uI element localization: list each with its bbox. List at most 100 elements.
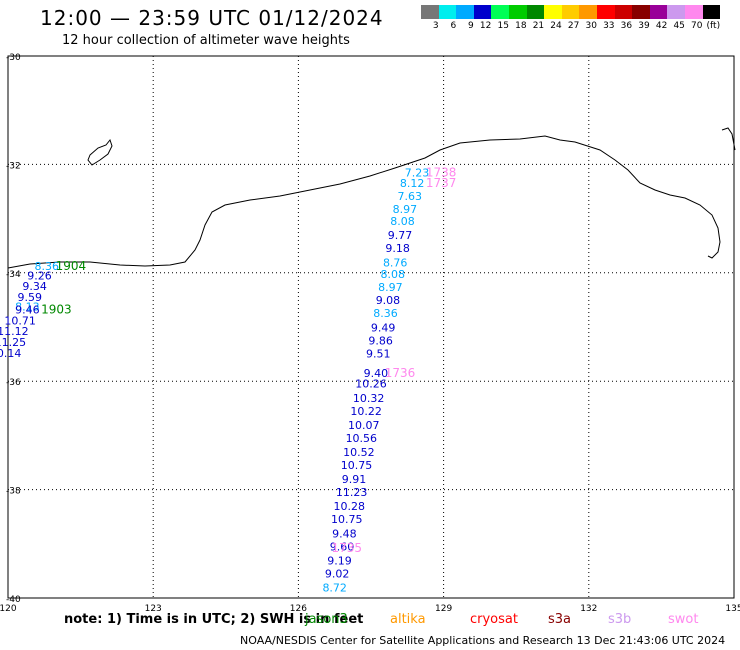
wave-height-value: 8.97 <box>378 281 403 294</box>
wave-height-value: 8.36 <box>373 307 398 320</box>
wave-height-value: 9.34 <box>22 280 47 293</box>
track-time-label: 1738 <box>426 165 457 179</box>
legend-swatch <box>473 5 492 19</box>
wave-height-value: 10.22 <box>350 405 382 418</box>
wave-height-value: 8.12 <box>400 177 425 190</box>
legend-label: 6 <box>450 21 457 31</box>
wave-height-value: 9.26 <box>27 269 52 282</box>
wave-height-value: 9.46 <box>15 303 40 316</box>
wave-height-value: 10.26 <box>355 378 387 391</box>
wave-height-value: 11.12 <box>0 325 29 338</box>
wave-height-value: 9.49 <box>371 321 396 334</box>
satellite-name: altika <box>390 612 426 627</box>
track-time-label: 1903 <box>41 302 72 316</box>
legend-swatch <box>438 5 457 19</box>
wave-height-value: 8.08 <box>390 215 415 228</box>
lat-tick-label: -40 <box>6 595 21 605</box>
lon-tick-label: 120 <box>0 604 17 614</box>
legend-label: 70 <box>691 21 703 31</box>
wave-height-points: 8.369.269.349.598.139.4610.7111.1211.251… <box>0 166 429 594</box>
satellite-name: cryosat <box>470 612 518 627</box>
track-time-label: 1737 <box>426 176 457 190</box>
legend-swatch <box>491 5 509 19</box>
wave-height-value: 8.72 <box>322 581 347 594</box>
map-frame <box>7 55 735 599</box>
legend-swatch <box>421 5 439 19</box>
legend-swatch <box>614 5 633 19</box>
wave-height-value: 11.23 <box>336 486 368 499</box>
legend-label: 12 <box>479 21 492 31</box>
satellite-name: swot <box>668 612 699 627</box>
footer-credit: NOAA/NESDIS Center for Satellite Applica… <box>240 634 726 647</box>
wave-height-value: 10.75 <box>331 513 363 526</box>
lon-tick-label: 123 <box>145 604 162 614</box>
legend-label: 24 <box>550 21 562 31</box>
lat-tick-label: -38 <box>6 487 21 497</box>
satellite-name: jason3 <box>305 612 348 627</box>
track-time-label: 1904 <box>56 259 87 273</box>
wave-height-value: 10.28 <box>333 500 365 513</box>
lat-tick-label: -30 <box>6 53 21 63</box>
legend-swatch <box>596 5 615 19</box>
legend-swatch <box>508 5 527 19</box>
legend-swatch <box>684 5 703 19</box>
wave-height-value: 9.02 <box>325 567 350 580</box>
legend-swatch <box>667 5 685 19</box>
lon-tick-label: 135 <box>725 604 740 614</box>
wave-height-value: 8.97 <box>393 203 418 216</box>
wave-height-value: 9.19 <box>327 554 352 567</box>
legend-swatch <box>544 5 562 19</box>
legend-swatch <box>649 5 668 19</box>
wave-height-value: 9.91 <box>342 473 367 486</box>
wave-height-value: 10.56 <box>346 432 378 445</box>
track-time-label: 1736 <box>385 366 416 380</box>
page-subtitle: 12 hour collection of altimeter wave hei… <box>62 33 350 48</box>
satellite-name: s3b <box>608 612 632 627</box>
wave-height-value: 7.63 <box>397 190 422 203</box>
satellite-name: s3a <box>548 612 572 627</box>
wave-height-value: 9.40 <box>364 367 389 380</box>
page-title: 12:00 — 23:59 UTC 01/12/2024 <box>40 6 384 30</box>
wave-height-value: 9.59 <box>18 291 43 304</box>
coastline <box>7 135 721 269</box>
lon-tick-label: 132 <box>580 604 597 614</box>
wave-height-value: 7.23 <box>405 166 430 179</box>
lat-tick-label: -36 <box>6 378 21 388</box>
wave-height-value: 9.86 <box>368 334 393 347</box>
legend-label: 42 <box>655 21 668 31</box>
legend-label: 9 <box>468 21 474 31</box>
gulf-coast-fragment <box>721 127 736 151</box>
legend-label: 18 <box>515 21 527 31</box>
wave-height-value: 8.08 <box>381 268 406 281</box>
wave-height-value: 8.76 <box>383 256 408 269</box>
wave-height-value: 9.48 <box>332 527 357 540</box>
lat-tick-label: -32 <box>6 161 21 171</box>
note-text: note: 1) Time is in UTC; 2) SWH is in fe… <box>64 612 364 627</box>
legend-label: 27 <box>567 21 580 31</box>
legend-swatch <box>632 5 650 19</box>
wave-height-value: 10.71 <box>4 314 36 327</box>
kangaroo-island-coast <box>87 138 113 166</box>
legend-label: 39 <box>638 21 650 31</box>
wave-height-value: 9.08 <box>376 294 401 307</box>
wave-height-value: 10.52 <box>343 446 375 459</box>
legend-label: 33 <box>603 21 615 31</box>
wave-height-value: 9.60 <box>330 540 355 553</box>
track-time-label: 1735 <box>332 541 363 555</box>
lon-tick-label: 129 <box>435 604 452 614</box>
legend-swatch <box>561 5 580 19</box>
legend-swatch <box>579 5 597 19</box>
wave-height-value: 9.77 <box>388 229 413 242</box>
lon-tick-label: 126 <box>290 604 307 614</box>
color-scale-legend <box>421 5 721 19</box>
wave-height-value: 8.13 <box>15 301 40 314</box>
wave-height-value: 10.14 <box>0 347 21 360</box>
legend-label: (ft) <box>706 21 721 31</box>
legend-label: 3 <box>432 21 439 31</box>
legend-label: 15 <box>497 21 509 31</box>
legend-swatch <box>702 5 721 19</box>
wave-height-value: 10.32 <box>353 392 385 405</box>
wave-height-value: 9.18 <box>385 242 410 255</box>
